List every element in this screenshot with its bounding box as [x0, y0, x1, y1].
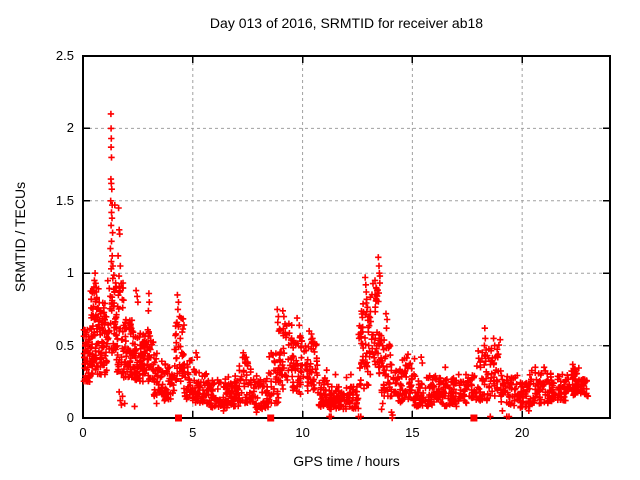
x-axis-label: GPS time / hours — [293, 453, 400, 469]
y-tick-label: 0 — [66, 410, 74, 425]
scatter-points — [80, 110, 592, 422]
chart-title: Day 013 of 2016, SRMTID for receiver ab1… — [209, 15, 484, 31]
x-tick-label: 15 — [405, 425, 420, 440]
flag-points — [175, 414, 478, 422]
plot-border — [82, 55, 611, 419]
y-tick-label: 1 — [66, 265, 74, 281]
x-tick-label: 10 — [295, 425, 310, 440]
axis-ticks — [82, 55, 610, 419]
y-tick-label: 1.5 — [55, 192, 74, 208]
x-tick-label: 0 — [79, 425, 87, 440]
x-tick-label: 5 — [189, 425, 197, 440]
y-tick-label: 2 — [66, 120, 74, 136]
y-tick-label: 0.5 — [55, 337, 74, 353]
y-tick-label: 2.5 — [55, 48, 74, 63]
grid-lines — [83, 56, 610, 418]
x-tick-label: 20 — [514, 425, 530, 440]
